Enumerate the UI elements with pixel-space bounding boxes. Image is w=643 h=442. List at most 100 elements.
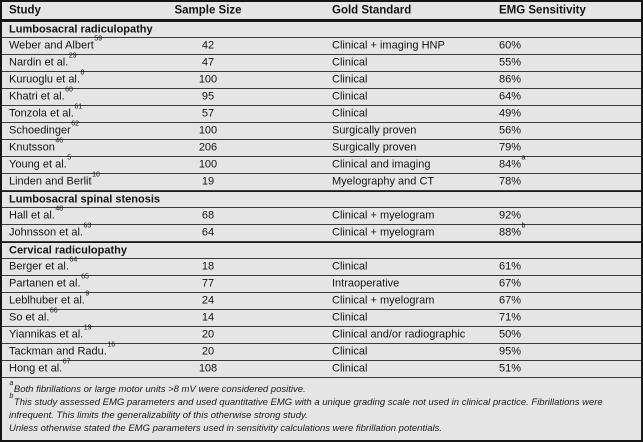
sample-size-cell: 42: [201, 39, 215, 52]
study-name: Knutsson: [9, 141, 55, 154]
sample-size-cell: 68: [201, 209, 215, 222]
footnote: aBoth fibrillations or large motor units…: [9, 380, 633, 396]
sample-size-cell: 18: [201, 260, 215, 273]
sample-size-cell: 47: [201, 56, 215, 69]
study-cell: Nardin et al.29: [9, 52, 77, 69]
table-row: Schoedinger62 100 Surgically proven 56%: [2, 120, 641, 140]
section-title: Lumbosacral spinal stenosis: [9, 193, 160, 205]
table-row: Partanen et al.65 77 Intraoperative 67%: [2, 273, 641, 293]
study-name: Schoedinger: [9, 124, 71, 137]
study-name: Khatri et al.: [9, 90, 65, 103]
gold-standard-cell: Clinical: [332, 56, 368, 69]
column-header-gold-standard: Gold Standard: [332, 3, 412, 16]
table-row: Kuruoglu et al.8 100 Clinical 86%: [2, 69, 641, 89]
reference-superscript: 9: [85, 290, 90, 298]
emg-sensitivity-cell: 50%: [499, 328, 522, 341]
study-cell: Yiannikas et al.19: [9, 324, 92, 341]
sample-size-cell: 100: [198, 158, 218, 171]
emg-sensitivity-value: 60%: [499, 39, 522, 52]
study-cell: Leblhuber et al.9: [9, 290, 89, 307]
emg-sensitivity-cell: 51%: [499, 363, 521, 375]
gold-standard-cell: Clinical + imaging HNP: [332, 39, 445, 52]
sample-size-cell: 57: [201, 107, 215, 120]
study-cell: Tackman and Radu.16: [9, 341, 115, 358]
emg-sensitivity-value: 88%: [499, 226, 522, 239]
table-row: Young et al.5 100 Clinical and imaging 84%a: [2, 154, 641, 174]
study-cell: Linden and Berlit10: [9, 171, 100, 188]
section-title: Cervical radiculopathy: [9, 244, 127, 256]
gold-standard-cell: Clinical: [332, 73, 368, 86]
emg-sensitivity-cell: 95%: [499, 345, 522, 358]
reference-superscript: 62: [71, 120, 80, 128]
study-cell: So et al.66: [9, 307, 58, 324]
study-name: Tonzola et al.: [9, 107, 74, 120]
gold-standard-cell: Myelography and CT: [332, 175, 435, 188]
gold-standard-cell: Clinical: [332, 362, 368, 375]
reference-superscript: 61: [74, 103, 83, 111]
emg-sensitivity-value: 56%: [499, 124, 522, 137]
sample-size-cell: 100: [198, 73, 218, 86]
study-name: Young et al.: [9, 158, 67, 171]
table-row: Linden and Berlit10 19 Myelography and CT 7…: [2, 171, 641, 191]
study-cell: Young et al.5: [9, 154, 71, 171]
study-name: Weber and Albert: [9, 39, 94, 52]
reference-superscript: 65: [81, 273, 89, 281]
emg-sensitivity-cell: 71%: [499, 312, 521, 324]
emg-sensitivity-value: 50%: [499, 328, 522, 341]
emg-sensitivity-cell: 88%b: [499, 222, 525, 239]
emg-sensitivity-cell: 86%: [499, 73, 522, 86]
gold-standard-cell: Surgically proven: [332, 124, 417, 137]
footnote: Unless otherwise stated the EMG paramete…: [9, 422, 633, 435]
sample-size-cell: 108: [198, 362, 218, 375]
reference-superscript: 46: [55, 137, 64, 145]
emg-sensitivity-value: 61%: [499, 260, 522, 273]
study-name: Yiannikas et al.: [9, 328, 84, 341]
gold-standard-cell: Clinical and/or radiographic: [332, 328, 466, 341]
study-cell: Knutsson46: [9, 137, 63, 154]
gold-standard-cell: Surgically proven: [332, 141, 417, 154]
reference-superscript: 19: [83, 324, 92, 332]
emg-sensitivity-cell: 67%: [499, 278, 521, 290]
footnote-marker: a: [9, 380, 14, 388]
table-row: Johnsson et al.63 64 Clinical + myelogram 8…: [2, 222, 641, 242]
emg-sensitivity-value: 95%: [499, 345, 522, 358]
footnote-text: Both fibrillations or large motor units …: [13, 384, 306, 395]
gold-standard-cell: Intraoperative: [332, 277, 400, 290]
emg-sensitivity-value: 64%: [499, 90, 522, 103]
table-row: Leblhuber et al.9 24 Clinical + myelogram 6…: [2, 290, 641, 310]
emg-sensitivity-value: 86%: [499, 73, 522, 86]
study-cell: Kuruoglu et al.8: [9, 69, 84, 86]
table-row: Hong et al.67 108 Clinical 51%: [2, 358, 641, 378]
reference-superscript: 16: [107, 341, 116, 349]
column-header-sample-size: Sample Size: [174, 3, 242, 16]
study-cell: Weber and Albert59: [9, 35, 102, 52]
study-name: Leblhuber et al.: [9, 294, 85, 307]
reference-superscript: 48: [55, 205, 64, 213]
column-header-emg-sensitivity: EMG Sensitivity: [499, 3, 586, 16]
table-row: Tackman and Radu.16 20 Clinical 95%: [2, 341, 641, 361]
table-row: Berger et al.64 18 Clinical 61%: [2, 256, 641, 276]
emg-sensitivity-cell: 49%: [499, 108, 521, 120]
study-name: Johnsson et al.: [9, 226, 83, 239]
emg-sensitivity-cell: 60%: [499, 39, 522, 52]
gold-standard-cell: Clinical + myelogram: [332, 294, 435, 307]
reference-superscript: 66: [49, 307, 58, 315]
gold-standard-cell: Clinical: [332, 107, 368, 120]
table-row: So et al.66 14 Clinical 71%: [2, 307, 641, 327]
reference-superscript: 63: [83, 222, 92, 230]
study-name: So et al.: [9, 311, 50, 324]
emg-sensitivity-cell: 84%a: [499, 154, 525, 171]
emg-sensitivity-value: 79%: [499, 141, 522, 154]
gold-standard-cell: Clinical + myelogram: [332, 209, 435, 222]
sample-size-cell: 20: [201, 345, 215, 358]
emg-sensitivity-cell: 61%: [499, 260, 522, 273]
emg-sensitivity-value: 67%: [499, 294, 522, 307]
column-header-study: Study: [9, 3, 41, 16]
reference-superscript: 8: [80, 69, 85, 77]
table-header-row: Study Sample Size Gold Standard EMG Sens…: [2, 2, 641, 21]
gold-standard-cell: Clinical and imaging: [332, 158, 431, 171]
sample-size-cell: 20: [201, 328, 215, 341]
section-header-row: Lumbosacral radiculopathy: [2, 21, 641, 38]
reference-superscript: 10: [92, 171, 100, 179]
